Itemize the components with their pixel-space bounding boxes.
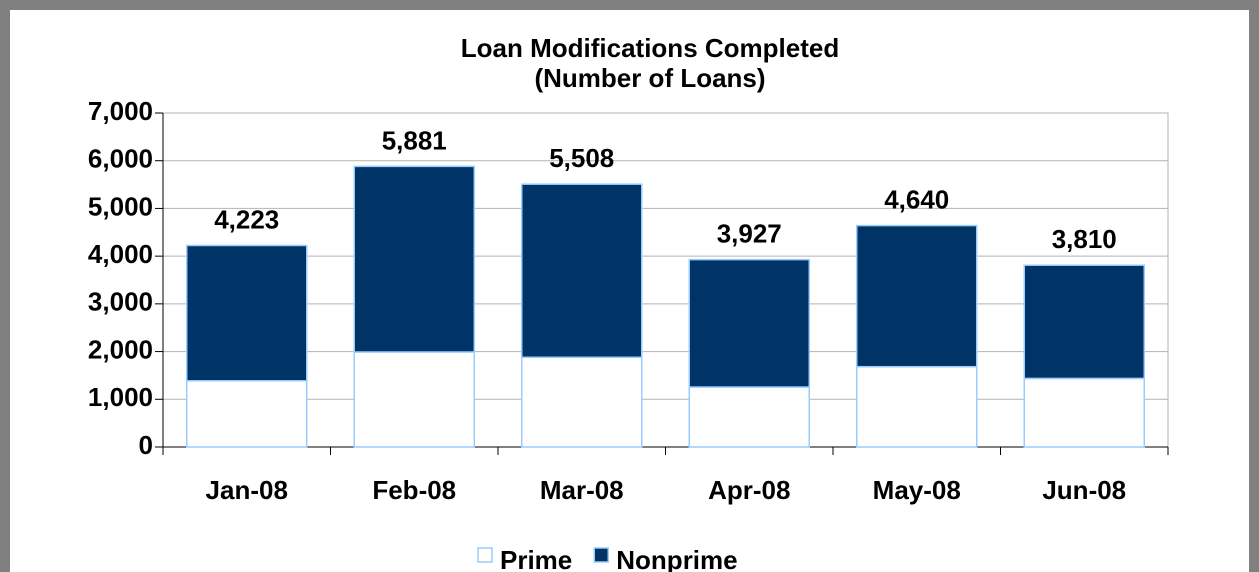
y-tick-label: 3,000 — [88, 287, 153, 317]
bar-segment — [688, 258, 810, 388]
bar-segment — [1023, 377, 1145, 448]
bar-segment — [186, 380, 308, 448]
bar-segment — [688, 386, 810, 448]
total-label: 4,223 — [214, 204, 279, 234]
y-tick-label: 1,000 — [88, 382, 153, 412]
chart-subtitle: (Number of Loans) — [534, 63, 765, 93]
bar-segment — [856, 365, 978, 448]
y-tick-label: 7,000 — [88, 96, 153, 126]
y-tick-label: 5,000 — [88, 191, 153, 221]
bar-segment — [1023, 264, 1145, 380]
bar-segment — [521, 183, 643, 358]
bar-segment — [353, 165, 475, 353]
total-label: 3,927 — [717, 219, 782, 249]
x-tick-label: Feb-08 — [372, 475, 456, 505]
total-label: 3,810 — [1052, 224, 1117, 254]
total-label: 4,640 — [884, 184, 949, 214]
x-tick-label: May-08 — [873, 475, 961, 505]
x-tick-label: Jun-08 — [1042, 475, 1126, 505]
legend-label: Prime — [500, 545, 572, 572]
y-tick-label: 0 — [139, 430, 153, 460]
total-label: 5,881 — [382, 125, 447, 155]
y-tick-label: 2,000 — [88, 334, 153, 364]
legend-label: Nonprime — [616, 545, 737, 572]
bar-segment — [353, 351, 475, 448]
x-tick-label: Jan-08 — [206, 475, 288, 505]
total-label: 5,508 — [549, 143, 614, 173]
bar-segment — [856, 224, 978, 368]
x-tick-label: Mar-08 — [540, 475, 624, 505]
chart-title: Loan Modifications Completed — [461, 33, 839, 63]
x-tick-label: Apr-08 — [708, 475, 790, 505]
bar-segment — [521, 356, 643, 448]
y-tick-label: 4,000 — [88, 239, 153, 269]
plot-area — [162, 112, 1169, 448]
legend-swatch — [593, 547, 610, 563]
legend-swatch — [477, 547, 493, 563]
y-tick-label: 6,000 — [88, 144, 153, 174]
bar-segment — [186, 244, 308, 382]
